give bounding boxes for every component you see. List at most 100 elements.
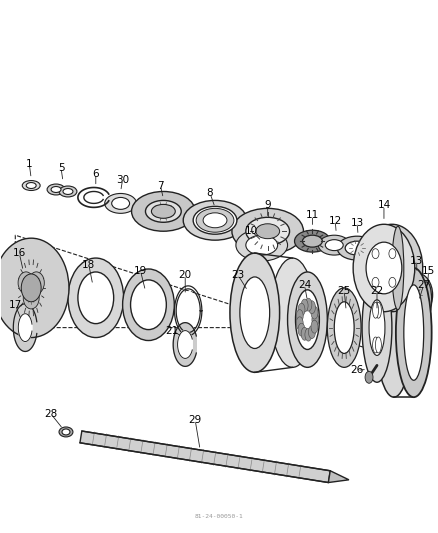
Text: 25: 25 — [338, 286, 351, 296]
Text: 17: 17 — [9, 300, 22, 310]
Text: 1: 1 — [26, 159, 32, 168]
Ellipse shape — [26, 182, 36, 189]
Polygon shape — [18, 314, 32, 342]
Text: 81-24-00050-1: 81-24-00050-1 — [194, 514, 244, 519]
Text: 15: 15 — [422, 266, 435, 276]
Ellipse shape — [63, 189, 73, 195]
Ellipse shape — [62, 429, 70, 435]
Ellipse shape — [408, 282, 426, 308]
Text: 27: 27 — [417, 280, 430, 290]
Ellipse shape — [152, 204, 175, 219]
Ellipse shape — [271, 258, 314, 367]
Ellipse shape — [303, 235, 322, 247]
Ellipse shape — [246, 217, 290, 245]
Ellipse shape — [23, 287, 39, 309]
Text: 10: 10 — [245, 226, 258, 236]
Ellipse shape — [353, 224, 415, 312]
Text: 7: 7 — [157, 181, 164, 190]
Ellipse shape — [203, 213, 227, 228]
Text: 6: 6 — [92, 168, 99, 179]
Text: 29: 29 — [188, 415, 202, 425]
Text: 13: 13 — [350, 219, 364, 228]
Ellipse shape — [372, 249, 379, 259]
Ellipse shape — [193, 206, 237, 234]
Polygon shape — [80, 431, 330, 482]
Ellipse shape — [376, 268, 412, 397]
Text: 20: 20 — [179, 270, 192, 280]
Ellipse shape — [372, 277, 379, 287]
Ellipse shape — [59, 186, 77, 197]
Ellipse shape — [373, 337, 378, 353]
Ellipse shape — [0, 238, 69, 337]
Ellipse shape — [366, 242, 402, 294]
Ellipse shape — [47, 184, 65, 195]
Ellipse shape — [240, 277, 270, 349]
Ellipse shape — [78, 272, 114, 324]
Ellipse shape — [288, 272, 327, 367]
Polygon shape — [13, 304, 37, 351]
Ellipse shape — [311, 306, 318, 319]
Ellipse shape — [305, 328, 312, 341]
Polygon shape — [178, 292, 198, 329]
Text: 26: 26 — [350, 365, 364, 375]
Ellipse shape — [327, 288, 361, 367]
Text: 18: 18 — [82, 260, 95, 270]
Text: 16: 16 — [13, 248, 26, 258]
Ellipse shape — [294, 230, 330, 252]
Text: 30: 30 — [116, 174, 129, 184]
Ellipse shape — [298, 303, 305, 316]
Ellipse shape — [334, 302, 354, 353]
Ellipse shape — [256, 224, 279, 239]
Ellipse shape — [18, 272, 34, 294]
Ellipse shape — [362, 273, 392, 382]
Ellipse shape — [301, 327, 308, 340]
Ellipse shape — [401, 273, 433, 317]
Ellipse shape — [298, 323, 305, 336]
Text: 19: 19 — [134, 266, 147, 276]
Ellipse shape — [21, 274, 41, 302]
Text: 5: 5 — [58, 163, 64, 173]
Polygon shape — [177, 330, 192, 358]
Ellipse shape — [308, 301, 315, 314]
Ellipse shape — [145, 200, 181, 222]
Ellipse shape — [389, 277, 396, 287]
Ellipse shape — [232, 208, 304, 254]
Ellipse shape — [325, 240, 343, 251]
Ellipse shape — [305, 298, 312, 311]
Ellipse shape — [59, 427, 73, 437]
Text: 28: 28 — [44, 409, 58, 419]
Ellipse shape — [236, 229, 288, 261]
Ellipse shape — [246, 235, 278, 255]
Ellipse shape — [361, 224, 423, 312]
Polygon shape — [328, 471, 349, 482]
Ellipse shape — [22, 181, 40, 190]
Ellipse shape — [404, 285, 424, 380]
Ellipse shape — [28, 272, 44, 294]
Text: 11: 11 — [306, 211, 319, 220]
Ellipse shape — [369, 300, 385, 356]
Ellipse shape — [392, 226, 404, 310]
Ellipse shape — [131, 280, 166, 329]
Ellipse shape — [337, 236, 377, 260]
Text: 9: 9 — [265, 200, 271, 211]
Ellipse shape — [112, 197, 130, 209]
Ellipse shape — [365, 372, 373, 383]
Ellipse shape — [131, 191, 195, 231]
Ellipse shape — [296, 317, 303, 330]
Ellipse shape — [230, 253, 279, 373]
Ellipse shape — [308, 326, 315, 338]
Ellipse shape — [422, 282, 431, 318]
Ellipse shape — [123, 269, 174, 341]
Ellipse shape — [51, 187, 61, 192]
Ellipse shape — [311, 320, 318, 333]
Text: 21: 21 — [166, 326, 179, 336]
Ellipse shape — [389, 249, 396, 259]
Ellipse shape — [196, 208, 234, 232]
Ellipse shape — [301, 299, 308, 312]
Text: 22: 22 — [371, 286, 384, 296]
Ellipse shape — [296, 310, 303, 322]
Ellipse shape — [375, 337, 381, 353]
Ellipse shape — [68, 258, 124, 337]
Text: 14: 14 — [377, 200, 391, 211]
Text: 13: 13 — [410, 256, 424, 266]
